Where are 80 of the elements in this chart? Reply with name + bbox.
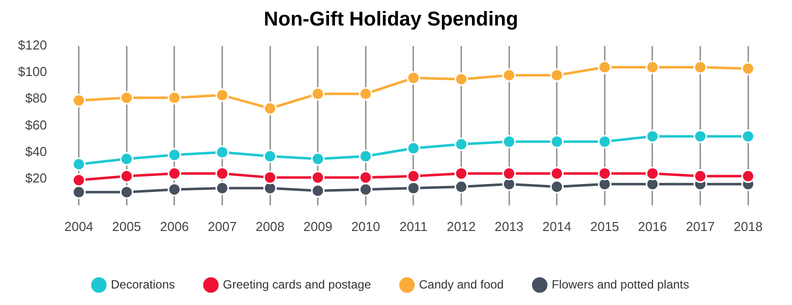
x-tick-label: 2011 bbox=[399, 218, 428, 234]
point bbox=[120, 185, 134, 199]
y-tick-label: $100 bbox=[18, 64, 47, 80]
x-tick-label: 2015 bbox=[590, 218, 620, 234]
legend-label: Candy and food bbox=[418, 277, 504, 292]
point bbox=[358, 150, 372, 163]
point bbox=[454, 166, 468, 180]
point bbox=[694, 169, 708, 183]
point bbox=[454, 138, 468, 152]
point bbox=[741, 62, 755, 76]
x-tick-label: 2012 bbox=[446, 218, 476, 234]
point bbox=[741, 130, 755, 144]
point bbox=[263, 102, 277, 116]
point bbox=[120, 91, 134, 105]
y-tick-label: $80 bbox=[25, 90, 47, 106]
point bbox=[502, 134, 516, 148]
point bbox=[215, 146, 229, 160]
point bbox=[168, 166, 182, 180]
x-tick-label: 2007 bbox=[208, 218, 237, 234]
point bbox=[72, 157, 86, 171]
point bbox=[406, 142, 420, 156]
y-tick-label: $20 bbox=[25, 170, 47, 186]
point bbox=[646, 166, 660, 180]
point bbox=[168, 148, 182, 162]
point bbox=[694, 60, 708, 74]
point bbox=[406, 169, 420, 183]
x-tick-label: 2018 bbox=[734, 218, 763, 234]
point bbox=[72, 185, 86, 199]
point bbox=[550, 180, 564, 194]
point bbox=[120, 169, 134, 183]
point bbox=[358, 170, 372, 184]
point bbox=[694, 130, 708, 144]
x-tick-label: 2009 bbox=[303, 218, 332, 234]
point bbox=[406, 71, 420, 85]
x-tick-label: 2013 bbox=[494, 218, 524, 234]
point bbox=[502, 166, 516, 180]
point bbox=[311, 170, 325, 184]
x-tick-label: 2005 bbox=[112, 218, 142, 234]
x-tick-label: 2008 bbox=[256, 218, 285, 234]
point bbox=[598, 60, 612, 74]
point bbox=[263, 170, 277, 184]
point bbox=[120, 152, 134, 166]
legend-label: Flowers and potted plants bbox=[552, 277, 690, 292]
y-tick-label: $40 bbox=[25, 144, 47, 159]
point bbox=[550, 68, 564, 82]
point bbox=[598, 134, 612, 148]
point bbox=[741, 169, 755, 183]
point bbox=[168, 182, 182, 196]
point bbox=[358, 87, 372, 101]
point bbox=[72, 173, 86, 187]
y-tick-label: $60 bbox=[25, 117, 47, 132]
point bbox=[454, 180, 468, 194]
point bbox=[598, 166, 612, 180]
legend-label: Greeting cards and postage bbox=[222, 277, 372, 292]
x-tick-label: 2016 bbox=[638, 218, 667, 234]
point bbox=[311, 184, 325, 198]
point bbox=[311, 152, 325, 166]
point bbox=[646, 130, 660, 144]
x-tick-label: 2017 bbox=[686, 218, 715, 234]
point bbox=[311, 87, 325, 101]
point bbox=[215, 88, 229, 102]
x-tick-label: 2006 bbox=[160, 218, 189, 234]
y-tick-label: $120 bbox=[18, 38, 47, 53]
point bbox=[454, 72, 468, 86]
chart-title: Non-Gift Holiday Spending bbox=[264, 8, 518, 31]
point bbox=[215, 166, 229, 180]
point bbox=[263, 150, 277, 163]
point bbox=[168, 91, 182, 105]
point bbox=[406, 181, 420, 195]
legend-label: Decorations bbox=[110, 277, 175, 292]
x-tick-label: 2014 bbox=[542, 218, 572, 234]
point bbox=[646, 60, 660, 74]
point bbox=[72, 94, 86, 108]
point bbox=[215, 181, 229, 195]
x-tick-label: 2004 bbox=[64, 218, 94, 234]
point bbox=[550, 166, 564, 180]
point bbox=[358, 182, 372, 196]
point bbox=[550, 134, 564, 148]
point bbox=[502, 68, 516, 82]
x-tick-label: 2010 bbox=[351, 218, 380, 234]
